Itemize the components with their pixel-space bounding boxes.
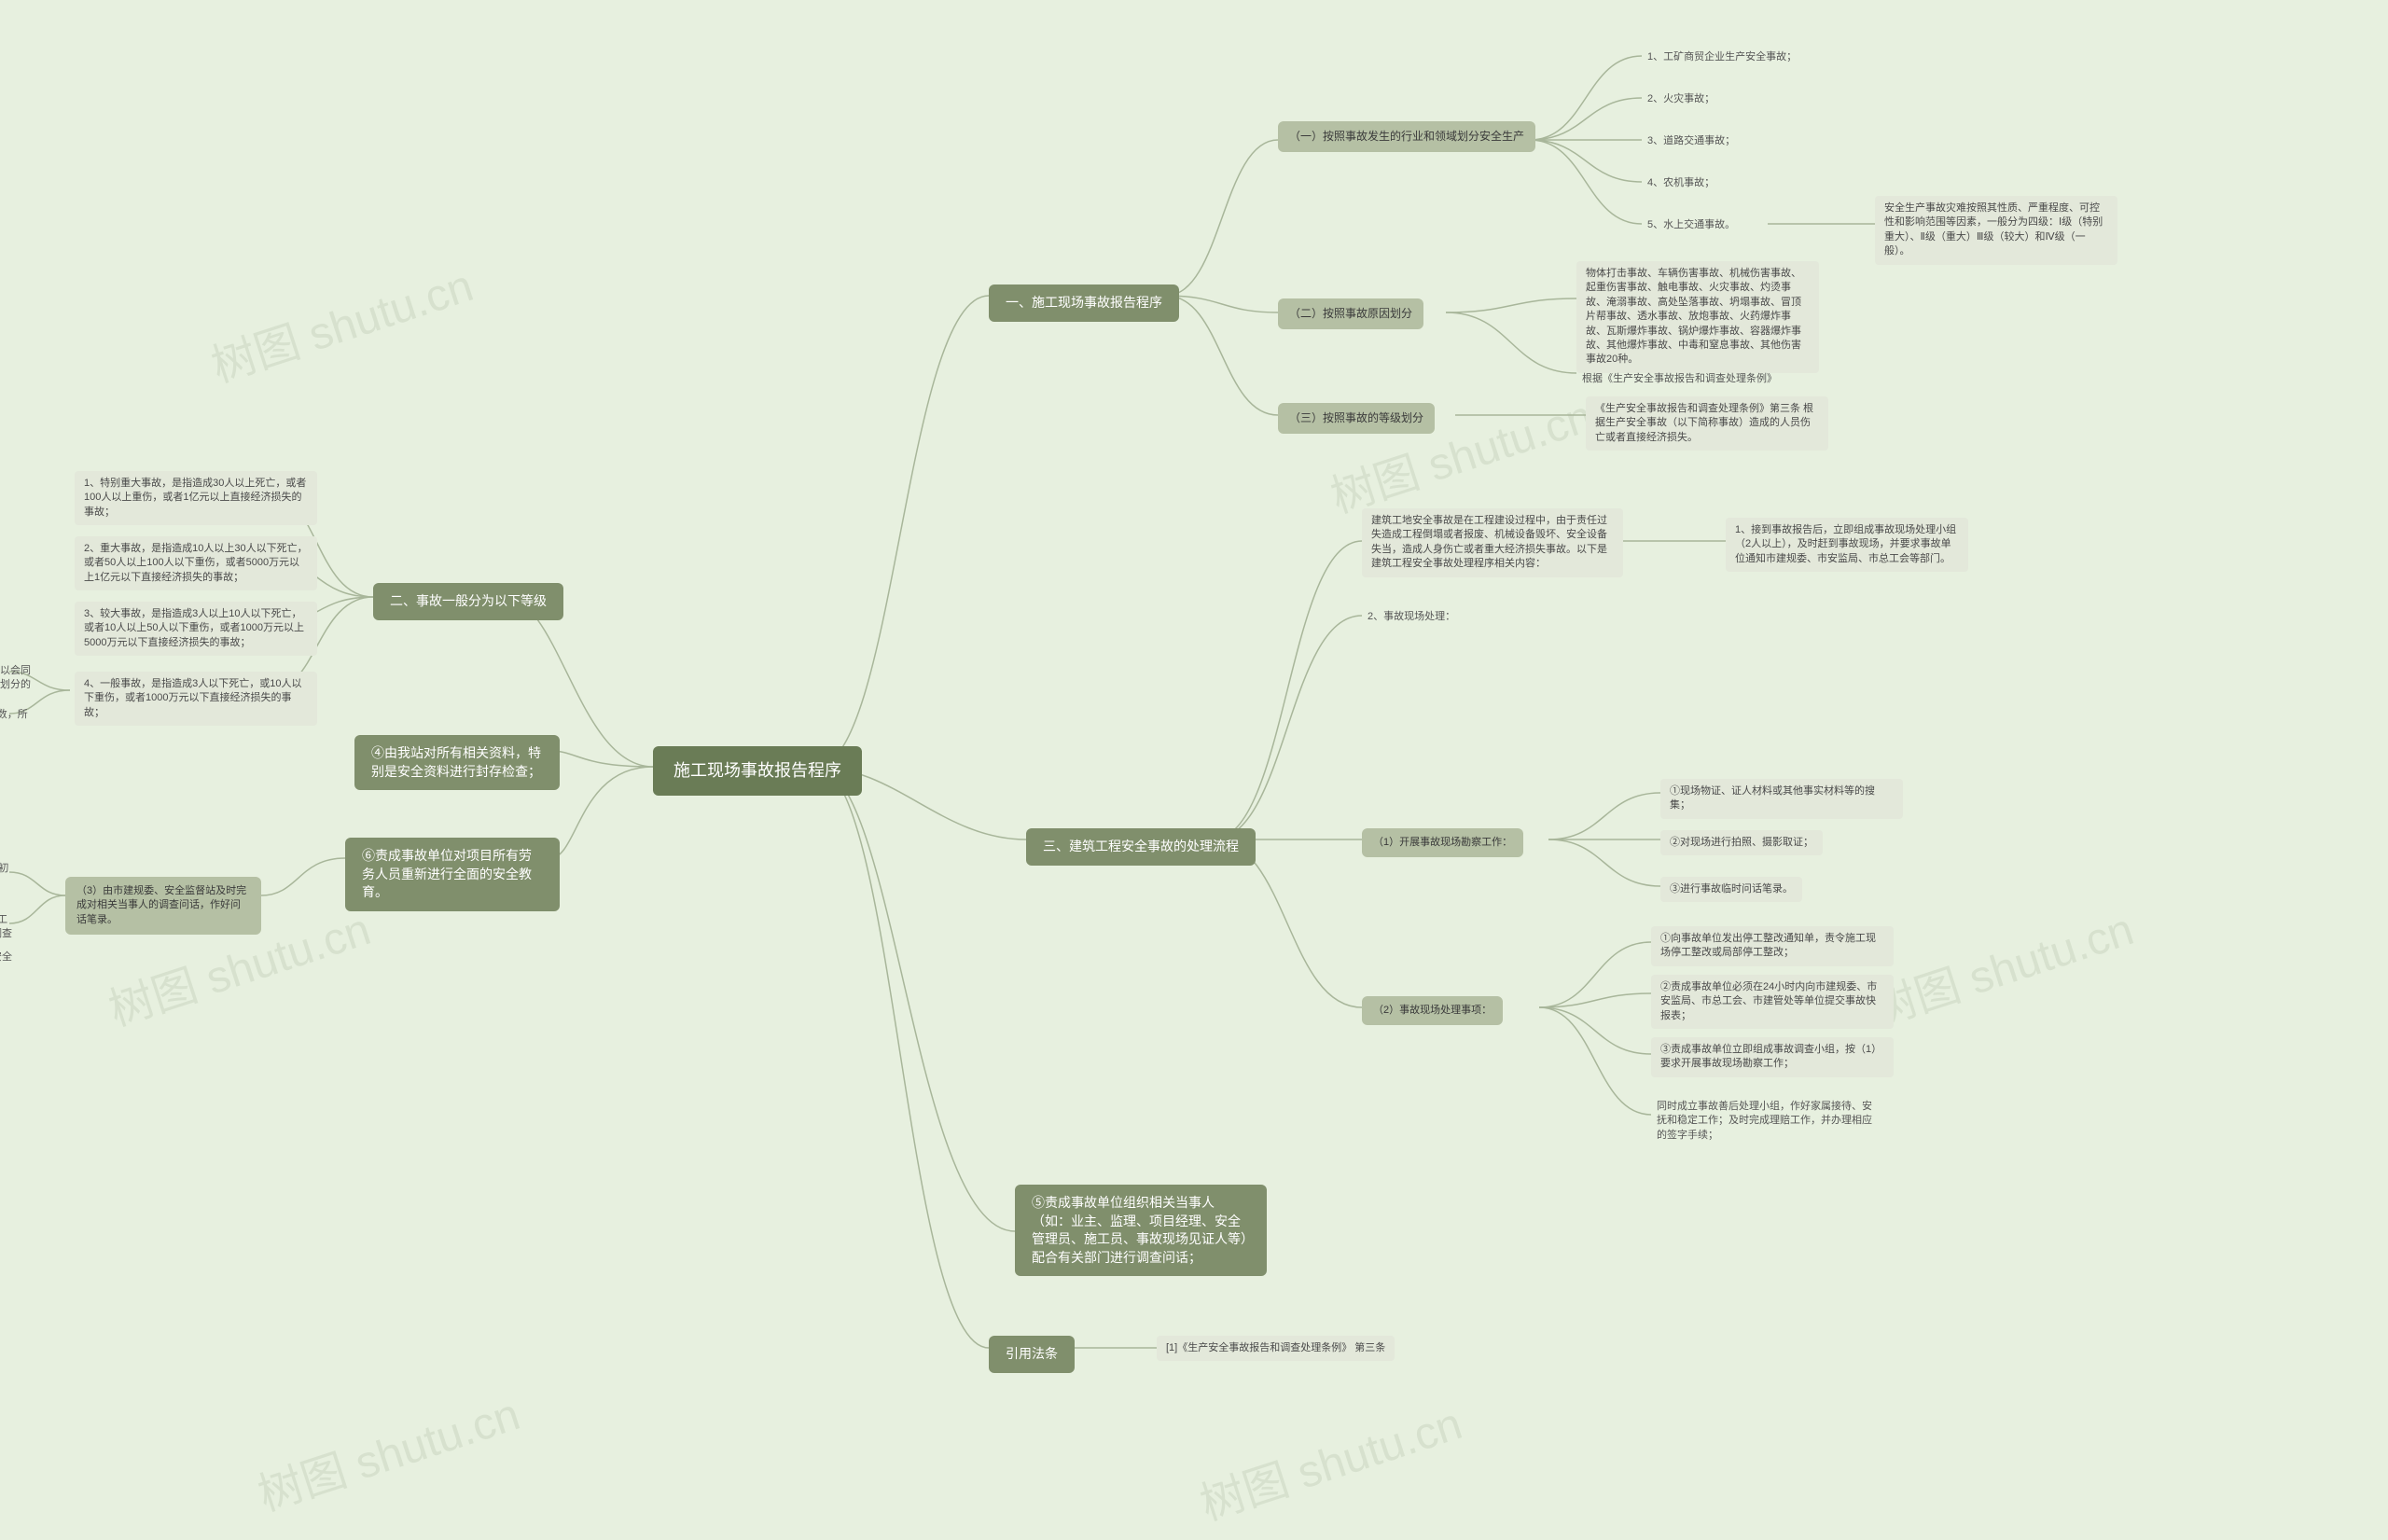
branch-5: ⑤责成事故单位组织相关当事人（如：业主、监理、项目经理、安全管理员、施工员、事故… bbox=[1015, 1185, 1267, 1276]
b1-c1-d1: 1、工矿商贸企业生产安全事故； bbox=[1642, 47, 1802, 68]
root-node: 施工现场事故报告程序 bbox=[653, 746, 862, 796]
b3-p2-1-b: ②对现场进行拍照、摄影取证； bbox=[1660, 830, 1823, 855]
branch-7: 引用法条 bbox=[989, 1336, 1075, 1373]
b1-c1-d5: 5、水上交通事故。 bbox=[1642, 215, 1741, 236]
b3-p2-2-d: 同时成立事故善后处理小组，作好家属接待、安抚和稳定工作；及时完成理赔工作，并办理… bbox=[1651, 1096, 1884, 1146]
watermark: 树图 shutu.cn bbox=[1321, 380, 1599, 525]
branch-3: 三、建筑工程安全事故的处理流程 bbox=[1026, 828, 1256, 866]
branch-1: 一、施工现场事故报告程序 bbox=[989, 284, 1179, 322]
b3-p2-1-a: ①现场物证、证人材料或其他事实材料等的搜集； bbox=[1660, 779, 1903, 819]
watermark: 树图 shutu.cn bbox=[1190, 1387, 1468, 1533]
b1-c1: （一）按照事故发生的行业和领域划分安全生产 bbox=[1278, 121, 1535, 152]
b3-p1: 1、接到事故报告后，立即组成事故现场处理小组（2人以上），及时赶到事故现场，并要… bbox=[1726, 518, 1968, 572]
b3-intro: 建筑工地安全事故是在工程建设过程中，由于责任过失造成工程倒塌或者报废、机械设备毁… bbox=[1362, 508, 1623, 577]
b1-c3: （三）按照事故的等级划分 bbox=[1278, 403, 1435, 434]
b1-c2: （二）按照事故原因划分 bbox=[1278, 298, 1423, 329]
b1-c1-d4: 4、农机事故； bbox=[1642, 173, 1720, 194]
b3-p2-2-b: ②责成事故单位必须在24小时内向市建规委、市安监局、市总工会、市建管处等单位提交… bbox=[1651, 975, 1894, 1029]
b2-c3: 3、较大事故，是指造成3人以上10人以下死亡，或者10人以上50人以下重伤，或者… bbox=[75, 602, 317, 656]
b3-p2-1-c: ③进行事故临时问话笔录。 bbox=[1660, 877, 1802, 902]
b1-c1-d2: 2、火灾事故； bbox=[1642, 89, 1720, 110]
branch-6: ⑥责成事故单位对项目所有劳务人员重新进行全面的安全教育。 bbox=[345, 838, 560, 911]
b1-c2-d2: 根据《生产安全事故报告和调查处理条例》 bbox=[1576, 368, 1783, 390]
b2-c1: 1、特别重大事故，是指造成30人以上死亡，或者100人以上重伤，或者1亿元以上直… bbox=[75, 471, 317, 525]
b2-c4-n2: 本条第一款所称的"以上"包括本数，所称的"以下"不包括本数。 bbox=[0, 704, 37, 741]
b3-p2-2-c: ③责成事故单位立即组成事故调查小组，按（1）要求开展事故现场勘察工作； bbox=[1651, 1037, 1894, 1077]
b1-c1-d5-note: 安全生产事故灾难按照其性质、严重程度、可控性和影响范围等因素，一般分为四级：Ⅰ级… bbox=[1875, 196, 2117, 265]
b3-p2: 2、事故现场处理： bbox=[1362, 606, 1461, 628]
b3-p2-2: （2）事故现场处理事项： bbox=[1362, 996, 1503, 1025]
b3-p2-2-a: ①向事故单位发出停工整改通知单，责令施工现场停工整改或局部停工整改； bbox=[1651, 926, 1894, 966]
watermark: 树图 shutu.cn bbox=[1862, 893, 2140, 1038]
watermark: 树图 shutu.cn bbox=[248, 1378, 526, 1523]
branch-2: 二、事故一般分为以下等级 bbox=[373, 583, 563, 620]
b3-p2-3: （3）由市建规委、安全监督站及时完成对相关当事人的调查问话，作好问话笔录。 bbox=[65, 877, 261, 935]
b1-c1-d3: 3、道路交通事故； bbox=[1642, 131, 1741, 152]
b3-p2-1: （1）开展事故现场勘察工作： bbox=[1362, 828, 1523, 857]
b3-p2-3-b-note: 最后通过调查之后对发生建筑工程安全事故的主要负责人做出相应的处罚。 bbox=[0, 947, 19, 983]
b2-c4: 4、一般事故，是指造成3人以下死亡，或10人以下重伤，或者1000万元以下直接经… bbox=[75, 672, 317, 726]
b1-c2-d1: 物体打击事故、车辆伤害事故、机械伤害事故、起重伤害事故、触电事故、火灾事故、灼烫… bbox=[1576, 261, 1819, 373]
b3-p2-3-a: 3、责成事故单位于15日内提交事故初步调查报告。 bbox=[0, 858, 19, 895]
watermark: 树图 shutu.cn bbox=[201, 249, 479, 395]
b2-c2: 2、重大事故，是指造成10人以上30人以下死亡，或者50人以上100人以下重伤，… bbox=[75, 536, 317, 590]
b7-c1: [1]《生产安全事故报告和调查处理条例》 第三条 bbox=[1157, 1336, 1395, 1361]
b1-c3-d1: 《生产安全事故报告和调查处理条例》第三条 根据生产安全事故（以下简称事故）造成的… bbox=[1586, 396, 1828, 451]
branch-4: ④由我站对所有相关资料，特别是安全资料进行封存检查； bbox=[354, 735, 560, 790]
